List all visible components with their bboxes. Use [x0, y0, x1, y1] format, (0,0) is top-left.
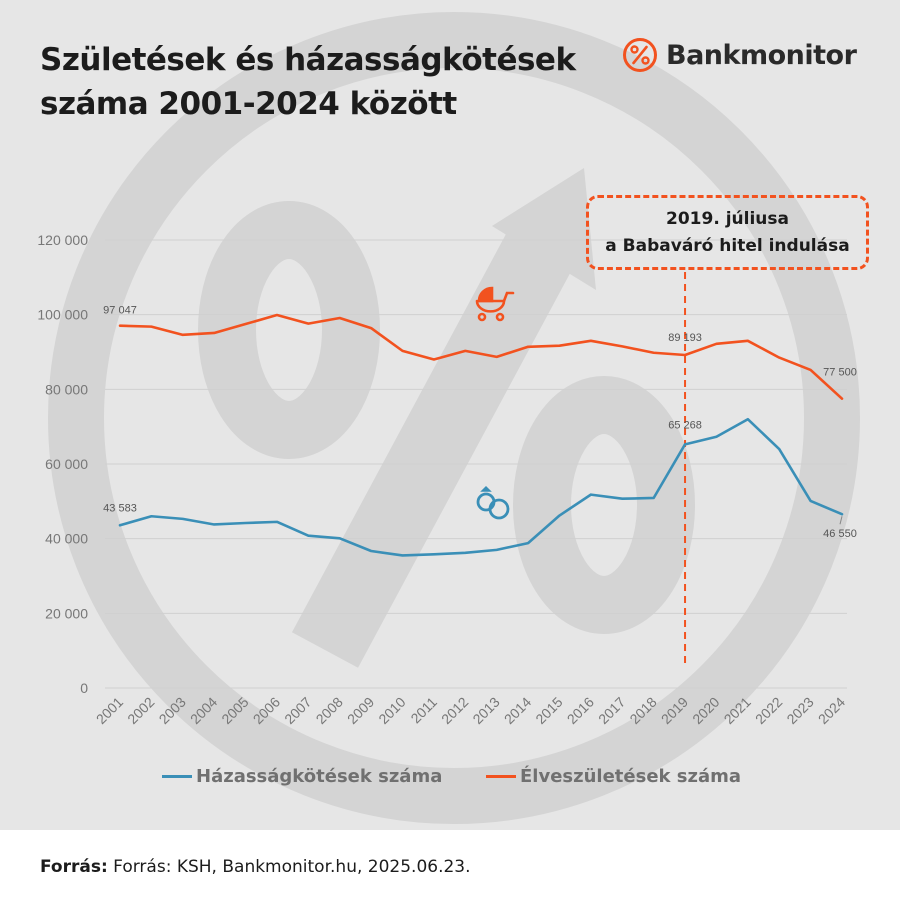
- series-line-marriages: [118, 417, 844, 557]
- annotation-line-2: a Babaváró hitel indulása: [605, 235, 850, 256]
- x-tick-label: 2007: [281, 694, 314, 727]
- x-tick-label: 2006: [250, 694, 283, 727]
- data-label: 65 268: [668, 419, 702, 431]
- legend-label-births: Élveszületések száma: [520, 766, 742, 787]
- x-tick-label: 2004: [187, 694, 220, 727]
- x-tick-label: 2012: [438, 694, 471, 727]
- legend-swatch-births: [486, 775, 516, 778]
- percent-circle-icon: [623, 38, 657, 72]
- y-tick-label: 120 000: [37, 232, 88, 248]
- chart-legend: Házasságkötések száma Élveszületések szá…: [0, 766, 900, 794]
- footer-label: Forrás:: [40, 857, 108, 877]
- logo-text: Bankmonitor: [666, 39, 857, 71]
- x-tick-label: 2013: [469, 694, 502, 727]
- data-label: 43 583: [103, 502, 137, 514]
- baby-stroller-icon: [475, 286, 515, 322]
- title-line-2: száma 2001-2024 között: [40, 86, 457, 122]
- x-tick-label: 2009: [344, 694, 377, 727]
- x-tick-label: 2019: [658, 694, 691, 727]
- legend-label-marriages: Házasságkötések száma: [196, 766, 443, 787]
- footer-text: Forrás: KSH, Bankmonitor.hu, 2025.06.23.: [113, 857, 471, 877]
- x-tick-label: 2020: [689, 694, 722, 727]
- x-tick-label: 2008: [313, 694, 346, 727]
- x-tick-label: 2005: [218, 694, 251, 727]
- page-title: Születések és házasságkötések száma 2001…: [40, 38, 576, 126]
- x-tick-label: 2002: [124, 694, 157, 727]
- y-tick-label: 60 000: [45, 456, 88, 472]
- data-label-leader: [839, 516, 843, 525]
- data-label: 97 047: [103, 305, 137, 317]
- data-label: 77 500: [823, 367, 857, 379]
- x-tick-label: 2024: [815, 694, 848, 727]
- chart-panel: Születések és házasságkötések száma 2001…: [0, 0, 900, 830]
- y-tick-label: 0: [80, 680, 88, 696]
- x-tick-label: 2003: [156, 694, 189, 727]
- y-tick-label: 80 000: [45, 381, 88, 397]
- legend-item-marriages: Házasságkötések száma: [162, 766, 442, 787]
- line-chart: 0 20 000 40 000 60 000 80 000 100 000 120 000 2…: [37, 232, 857, 727]
- data-label: 46 550: [823, 528, 857, 540]
- x-tick-label: 2017: [595, 694, 628, 727]
- x-tick-label: 2016: [564, 694, 597, 727]
- x-tick-label: 2015: [532, 694, 565, 727]
- x-tick-label: 2014: [501, 694, 534, 727]
- legend-item-births: Élveszületések száma: [486, 766, 741, 787]
- series-line-births: [118, 313, 844, 400]
- source-footer: Forrás: Forrás: KSH, Bankmonitor.hu, 202…: [40, 857, 471, 877]
- x-tick-label: 2021: [721, 694, 754, 727]
- x-tick-label: 2010: [375, 694, 408, 727]
- data-label: 89 193: [668, 332, 702, 344]
- y-tick-label: 20 000: [45, 605, 88, 621]
- y-tick-label: 100 000: [37, 307, 88, 323]
- annotation-line-1: 2019. júliusa: [666, 208, 789, 229]
- wedding-rings-icon: [476, 485, 510, 520]
- x-tick-label: 2001: [93, 694, 126, 727]
- annotation-box: 2019. júliusa a Babaváró hitel indulása: [586, 195, 869, 270]
- x-tick-label: 2023: [783, 694, 816, 727]
- y-tick-label: 40 000: [45, 531, 88, 547]
- percent-watermark-icon: [48, 12, 860, 824]
- x-tick-label: 2011: [407, 694, 440, 727]
- bankmonitor-logo: Bankmonitor: [622, 36, 857, 74]
- title-line-1: Születések és házasságkötések: [40, 42, 576, 78]
- x-tick-label: 2022: [752, 694, 785, 727]
- legend-swatch-marriages: [162, 775, 192, 778]
- x-tick-label: 2018: [626, 694, 659, 727]
